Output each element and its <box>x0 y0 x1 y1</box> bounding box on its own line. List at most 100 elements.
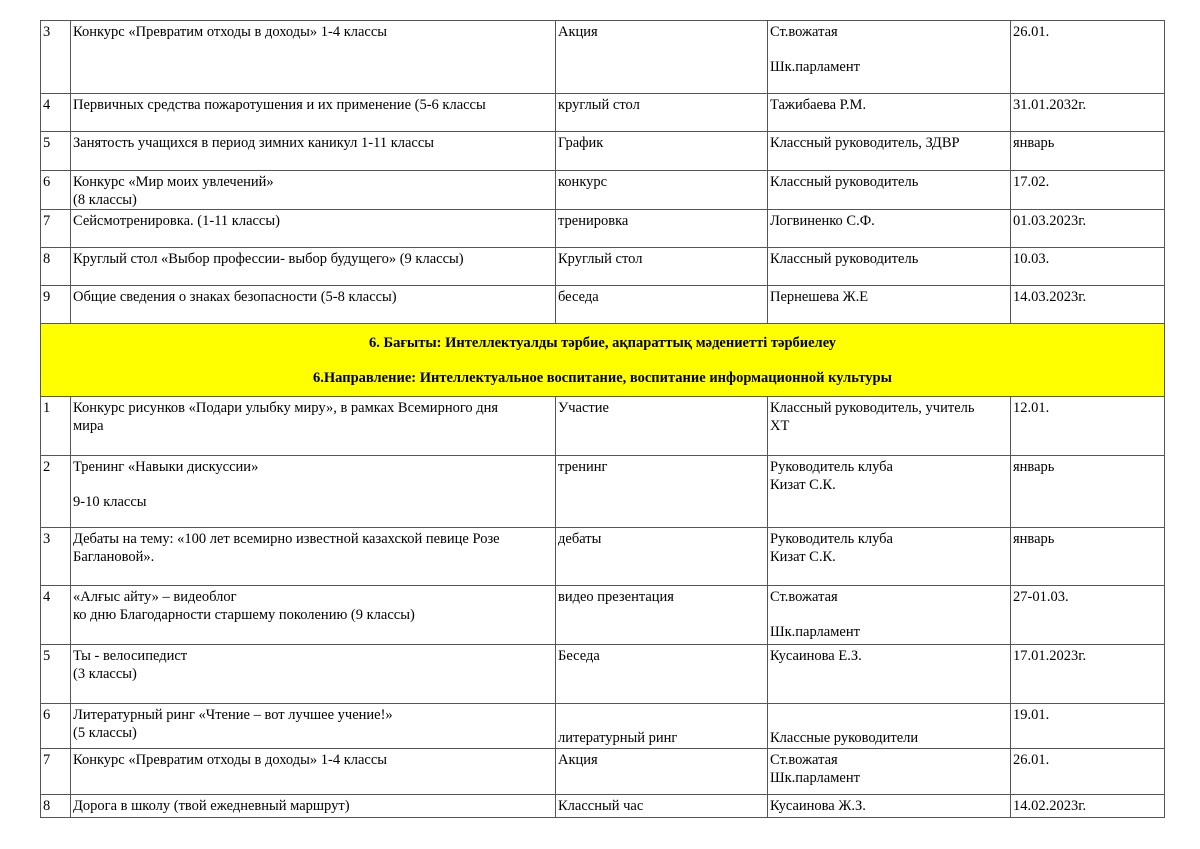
table-row: 6 Конкурс «Мир моих увлечений» (8 классы) к… <box>40 170 1165 210</box>
cell-responsible: Ст.вожатая Шк.парламент <box>767 748 1011 795</box>
event-line: Конкурс «Превратим отходы в доходы» 1-4 … <box>73 24 388 40</box>
cell-form: Участие <box>555 396 768 456</box>
event-line: 9-10 классы <box>73 494 147 510</box>
banner-cell: 6. Бағыты: Интеллектуалды тәрбие, ақпара… <box>40 323 1165 397</box>
responsible-line: Классные руководители <box>770 730 919 746</box>
cell-num: 4 <box>40 93 71 132</box>
cell-date: 14.03.2023г. <box>1010 285 1165 324</box>
cell-date: 17.02. <box>1010 170 1165 210</box>
table-row: 8 Круглый стол «Выбор профессии- выбор б… <box>40 247 1165 286</box>
cell-form: тренинг <box>555 455 768 528</box>
responsible-line: Классный руководитель <box>770 174 919 190</box>
section-banner: 6. Бағыты: Интеллектуалды тәрбие, ақпара… <box>40 323 1165 397</box>
table-row: 3 Конкурс «Превратим отходы в доходы» 1-4… <box>40 20 1165 94</box>
responsible-line: Шк.парламент <box>770 624 860 640</box>
responsible-line: Тажибаева Р.М. <box>770 97 867 113</box>
event-line: Сейсмотренировка. (1-11 классы) <box>73 213 280 229</box>
responsible-line: Классный руководитель, ЗДВР <box>770 135 960 151</box>
table-row: 1 Конкурс рисунков «Подари улыбку миру», … <box>40 396 1165 456</box>
cell-event: Круглый стол «Выбор профессии- выбор буд… <box>70 247 556 286</box>
responsible-line: Ст.вожатая <box>770 24 838 40</box>
event-line: Дорога в школу (твой ежедневный маршрут) <box>73 798 350 814</box>
form-line: Классный час <box>558 798 644 814</box>
cell-form: дебаты <box>555 527 768 586</box>
date-line: 14.02.2023г. <box>1013 798 1087 814</box>
cell-form: беседа <box>555 285 768 324</box>
cell-num: 5 <box>40 131 71 171</box>
table-row: 6 Литературный ринг «Чтение – вот лучшее … <box>40 703 1165 749</box>
cell-num: 7 <box>40 748 71 795</box>
cell-form: График <box>555 131 768 171</box>
event-line: Конкурс рисунков «Подари улыбку миру», в… <box>73 400 499 416</box>
form-line: Акция <box>558 24 598 40</box>
cell-form: видео презентация <box>555 585 768 645</box>
cell-date: 19.01. <box>1010 703 1165 749</box>
cell-event: Конкурс «Превратим отходы в доходы» 1-4 … <box>70 748 556 795</box>
responsible-line <box>770 606 1008 623</box>
cell-num: 6 <box>40 703 71 749</box>
cell-form: Круглый стол <box>555 247 768 286</box>
banner-title-ru: 6.Направление: Интеллектуальное воспитан… <box>313 370 892 386</box>
cell-responsible: Пернешева Ж.Е <box>767 285 1011 324</box>
cell-event: Конкурс «Превратим отходы в доходы» 1-4 … <box>70 20 556 94</box>
event-line: Дебаты на тему: «100 лет всемирно извест… <box>73 531 500 547</box>
form-line: Акция <box>558 752 598 768</box>
cell-event: Ты - велосипедист (3 классы) <box>70 644 556 704</box>
event-line: Общие сведения о знаках безопасности (5-… <box>73 289 397 305</box>
cell-form: Классный час <box>555 794 768 818</box>
cell-date: 31.01.2032г. <box>1010 93 1165 132</box>
form-line: беседа <box>558 289 599 305</box>
cell-date: 14.02.2023г. <box>1010 794 1165 818</box>
date-line: 10.03. <box>1013 251 1050 267</box>
responsible-line: Руководитель клуба <box>770 531 893 547</box>
responsible-line: Кусаинова Е.З. <box>770 648 862 664</box>
cell-event: Тренинг «Навыки дискуссии» 9-10 классы <box>70 455 556 528</box>
form-line: тренинг <box>558 459 608 475</box>
cell-responsible: Руководитель клуба Кизат С.К. <box>767 527 1011 586</box>
table-row: 8 Дорога в школу (твой ежедневный маршрут… <box>40 794 1165 818</box>
section-6-rows: 1 Конкурс рисунков «Подари улыбку миру», … <box>40 396 1165 818</box>
cell-event: Литературный ринг «Чтение – вот лучшее у… <box>70 703 556 749</box>
responsible-line: ХТ <box>770 418 790 434</box>
form-line: тренировка <box>558 213 629 229</box>
event-line: Конкурс «Превратим отходы в доходы» 1-4 … <box>73 752 388 768</box>
event-line: ко дню Благодарности старшему поколению … <box>73 607 415 623</box>
event-line: Баглановой». <box>73 549 155 565</box>
table-row: 9 Общие сведения о знаках безопасности (5… <box>40 285 1165 324</box>
table-row: 7 Сейсмотренировка. (1-11 классы) трениров… <box>40 209 1165 248</box>
responsible-line: Шк.парламент <box>770 59 860 75</box>
cell-form: круглый стол <box>555 93 768 132</box>
cell-num: 8 <box>40 247 71 286</box>
event-line: Тренинг «Навыки дискуссии» <box>73 459 259 475</box>
date-line: 31.01.2032г. <box>1013 97 1087 113</box>
responsible-line: Логвиненко С.Ф. <box>770 213 875 229</box>
table-row: 2 Тренинг «Навыки дискуссии» 9-10 классы тр… <box>40 455 1165 528</box>
cell-responsible: Ст.вожатая Шк.парламент <box>767 585 1011 645</box>
form-line: литературный ринг <box>558 730 678 746</box>
cell-num: 6 <box>40 170 71 210</box>
form-line: конкурс <box>558 174 608 190</box>
date-line: январь <box>1013 135 1055 151</box>
responsible-line: Ст.вожатая <box>770 589 838 605</box>
responsible-line: Ст.вожатая <box>770 752 838 768</box>
event-line: «Алғыс айту» – видеоблог <box>73 589 237 605</box>
banner-title-kz: 6. Бағыты: Интеллектуалды тәрбие, ақпара… <box>368 335 837 351</box>
responsible-line: Шк.парламент <box>770 770 860 786</box>
responsible-line: Кизат С.К. <box>770 549 836 565</box>
cell-event: Занятость учащихся в период зимних каник… <box>70 131 556 171</box>
form-line: Беседа <box>558 648 600 664</box>
responsible-line <box>770 41 1008 58</box>
cell-num: 1 <box>40 396 71 456</box>
cell-date: 27-01.03. <box>1010 585 1165 645</box>
event-line: (5 классы) <box>73 725 137 741</box>
event-line: мира <box>73 418 104 434</box>
form-line: График <box>558 135 604 151</box>
date-line: 26.01. <box>1013 24 1050 40</box>
cell-event: Дебаты на тему: «100 лет всемирно извест… <box>70 527 556 586</box>
cell-date: 12.01. <box>1010 396 1165 456</box>
cell-responsible: Руководитель клуба Кизат С.К. <box>767 455 1011 528</box>
cell-num: 5 <box>40 644 71 704</box>
table-row: 4 «Алғыс айту» – видеоблог ко дню Благодар… <box>40 585 1165 645</box>
cell-date: 01.03.2023г. <box>1010 209 1165 248</box>
cell-responsible: Классный руководитель, ЗДВР <box>767 131 1011 171</box>
